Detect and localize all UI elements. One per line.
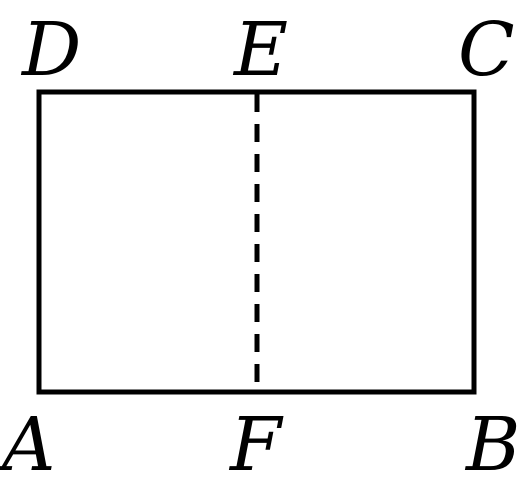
vertex-label-a: A: [0, 402, 55, 488]
vertex-label-e: E: [232, 7, 288, 93]
vertex-label-c: C: [458, 7, 515, 93]
rectangle-abcd: [36, 89, 477, 395]
vertex-label-f: F: [228, 402, 284, 488]
vertex-label-d: D: [20, 7, 81, 93]
vertex-label-b: B: [464, 402, 519, 488]
